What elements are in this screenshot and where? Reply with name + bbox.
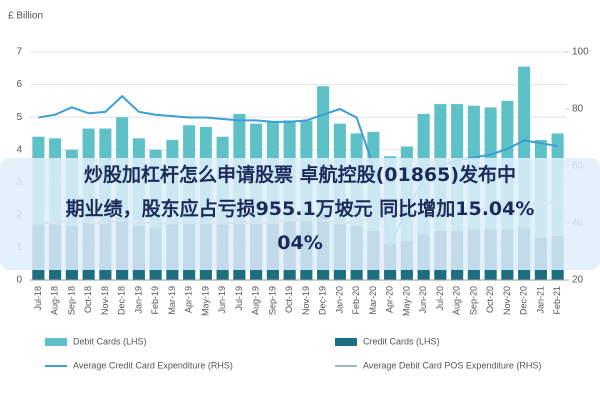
x-tick-label: Jan-20 (334, 286, 344, 314)
legend-label: Debit Cards (LHS) (73, 336, 147, 346)
x-tick-label: Apr-20 (385, 286, 395, 313)
x-tick-label: Mar-19 (167, 286, 177, 315)
x-tick-label: May-20 (401, 286, 411, 316)
x-tick-label: Jul-18 (33, 286, 43, 311)
x-tick-label: Jan-21 (535, 286, 545, 314)
x-tick-label: Jul-19 (234, 286, 244, 311)
x-tick-label: Feb-19 (150, 286, 160, 315)
x-tick-label: Feb-21 (552, 286, 562, 315)
x-tick-label: May-19 (200, 286, 210, 316)
x-tick-label: Dec-18 (117, 286, 127, 315)
x-tick-label: Jan-19 (133, 286, 143, 314)
x-tick-label: Oct-20 (485, 286, 495, 313)
legend-label: Average Debit Card POS Expenditure (RHS) (363, 360, 541, 370)
y2-tick-label: 20 (572, 275, 584, 286)
x-tick-label: Sep-19 (267, 286, 277, 315)
x-tick-label: Feb-20 (351, 286, 361, 315)
x-tick-label: Aug-19 (251, 286, 261, 315)
legend-label: Average Credit Card Expenditure (RHS) (73, 360, 233, 370)
x-tick-label: Aug-18 (50, 286, 60, 315)
x-tick-label: Nov-20 (502, 286, 512, 315)
x-tick-label: Dec-20 (519, 286, 529, 315)
x-tick-label: Dec-19 (318, 286, 328, 315)
x-tick-label: Sep-18 (66, 286, 76, 315)
overlay-text: 04% (277, 232, 323, 254)
x-tick-label: Jun-19 (217, 286, 227, 314)
x-tick-label: Nov-19 (301, 286, 311, 315)
legend-swatch (45, 338, 67, 346)
overlay-text: 期业绩，股东应占亏损955.1万坡元 同比增加15.04% (65, 198, 535, 220)
x-tick-label: Oct-19 (284, 286, 294, 313)
y-axis-label: £ Billion (8, 11, 43, 22)
x-tick-label: Apr-19 (184, 286, 194, 313)
y-tick-label: 6 (16, 79, 22, 90)
x-tick-label: Sep-20 (468, 286, 478, 315)
y2-tick-label: 80 (572, 104, 584, 115)
x-tick-label: Mar-20 (368, 286, 378, 315)
legend-label: Credit Cards (LHS) (363, 336, 440, 346)
x-tick-label: Oct-18 (83, 286, 93, 313)
x-tick-label: Aug-20 (452, 286, 462, 315)
y2-tick-label: 100 (572, 47, 589, 58)
y-tick-label: 4 (16, 144, 22, 155)
legend-swatch (335, 338, 357, 346)
overlay-banner: 炒股加杠杆怎么申请股票 卓航控股(01865)发布中 期业绩，股东应占亏损955.… (0, 158, 600, 270)
x-tick-label: Nov-18 (100, 286, 110, 315)
x-tick-label: Jun-20 (418, 286, 428, 314)
y-tick-label: 0 (16, 275, 22, 286)
line (38, 94, 558, 250)
y-tick-label: 7 (16, 47, 22, 58)
x-tick-label: Jul-20 (435, 286, 445, 311)
y-tick-label: 5 (16, 112, 22, 123)
overlay-text: 炒股加杠杆怎么申请股票 卓航控股(01865)发布中 (83, 164, 517, 186)
